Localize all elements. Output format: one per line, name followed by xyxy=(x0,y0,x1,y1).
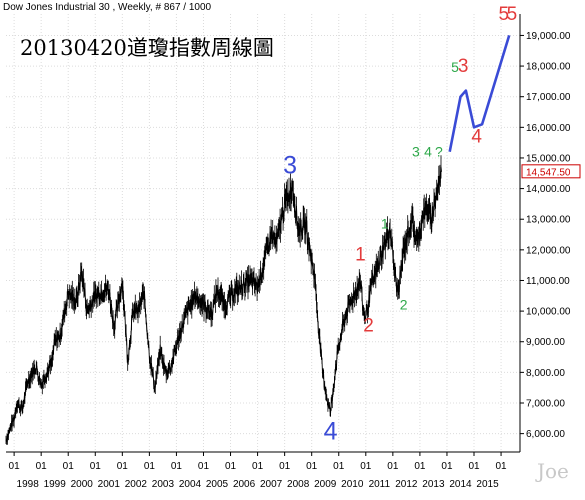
x-year-label: 1999 xyxy=(44,479,67,490)
x-month-label: 01 xyxy=(279,461,291,472)
x-year-label: 2010 xyxy=(341,479,364,490)
x-month-label: 01 xyxy=(117,461,129,472)
x-month-label: 01 xyxy=(90,461,102,472)
y-tick-label: 9,000.00 xyxy=(526,337,565,348)
x-month-label: 01 xyxy=(387,461,399,472)
y-tick-label: 14,000.00 xyxy=(526,184,571,195)
wave-label: 5 xyxy=(451,59,459,75)
wave-label: 4 xyxy=(471,127,482,148)
x-month-label: 01 xyxy=(441,461,453,472)
x-month-label: 01 xyxy=(468,461,480,472)
chart-header: Dow Jones Industrial 30 , Weekly, # 867 … xyxy=(3,2,212,13)
y-tick-label: 18,000.00 xyxy=(526,62,571,73)
x-month-label: 01 xyxy=(360,461,372,472)
x-year-label: 2009 xyxy=(314,479,337,490)
x-year-label: 2011 xyxy=(369,479,391,490)
x-month-label: 01 xyxy=(171,461,183,472)
wave-label: 3 xyxy=(283,151,297,179)
wave-label: 4 xyxy=(324,418,338,446)
x-year-label: 1998 xyxy=(17,479,40,490)
wave-label: 4 xyxy=(424,143,432,159)
x-month-label: 01 xyxy=(225,461,237,472)
x-year-label: 2002 xyxy=(125,479,148,490)
x-year-label: 2005 xyxy=(206,479,229,490)
y-tick-label: 16,000.00 xyxy=(526,123,571,134)
y-tick-label: 7,000.00 xyxy=(526,398,565,409)
y-tick-label: 6,000.00 xyxy=(526,429,565,440)
x-year-label: 2006 xyxy=(233,479,256,490)
wave-label: ? xyxy=(435,143,443,159)
y-tick-label: 12,000.00 xyxy=(526,245,571,256)
x-year-label: 2001 xyxy=(98,479,121,490)
x-month-label: 01 xyxy=(63,461,75,472)
x-year-label: 2015 xyxy=(476,479,499,490)
x-year-label: 2012 xyxy=(395,479,418,490)
x-year-label: 2000 xyxy=(71,479,94,490)
x-month-label: 01 xyxy=(496,461,508,472)
y-tick-label: 10,000.00 xyxy=(526,307,571,318)
wave-label: 5 xyxy=(498,4,509,25)
price-series-line xyxy=(5,166,442,442)
x-month-label: 01 xyxy=(36,461,48,472)
wave-label: 1 xyxy=(381,215,389,231)
x-month-label: 01 xyxy=(306,461,318,472)
x-month-label: 01 xyxy=(252,461,264,472)
y-tick-label: 8,000.00 xyxy=(526,368,565,379)
last-value-label: 14,547.50 xyxy=(526,167,571,178)
x-month-label: 01 xyxy=(198,461,210,472)
x-month-label: 01 xyxy=(9,461,21,472)
x-year-label: 2007 xyxy=(260,479,283,490)
x-month-label: 01 xyxy=(333,461,345,472)
wave-label: 2 xyxy=(363,316,374,337)
y-tick-label: 11,000.00 xyxy=(526,276,570,287)
wave-label: 5 xyxy=(507,4,518,25)
wave-label: 2 xyxy=(400,297,408,313)
signature: Joe xyxy=(537,459,569,483)
x-month-label: 01 xyxy=(144,461,156,472)
y-tick-label: 13,000.00 xyxy=(526,215,571,226)
wave-label: 3 xyxy=(412,143,420,159)
wave-label: 1 xyxy=(355,245,366,266)
y-tick-label: 17,000.00 xyxy=(526,92,571,103)
x-year-label: 2013 xyxy=(422,479,445,490)
wave-label: 3 xyxy=(458,56,469,77)
annotation-title: 20130420道瓊指數周線圖 xyxy=(20,36,274,60)
y-tick-label: 19,000.00 xyxy=(526,31,571,42)
x-year-label: 2003 xyxy=(152,479,175,490)
last-value-box xyxy=(521,164,581,179)
x-year-label: 2004 xyxy=(179,479,202,490)
x-year-label: 2014 xyxy=(449,479,472,490)
projection-line xyxy=(448,35,511,153)
y-tick-label: 15,000.00 xyxy=(526,153,571,164)
x-year-label: 2008 xyxy=(287,479,310,490)
x-month-label: 01 xyxy=(414,461,426,472)
